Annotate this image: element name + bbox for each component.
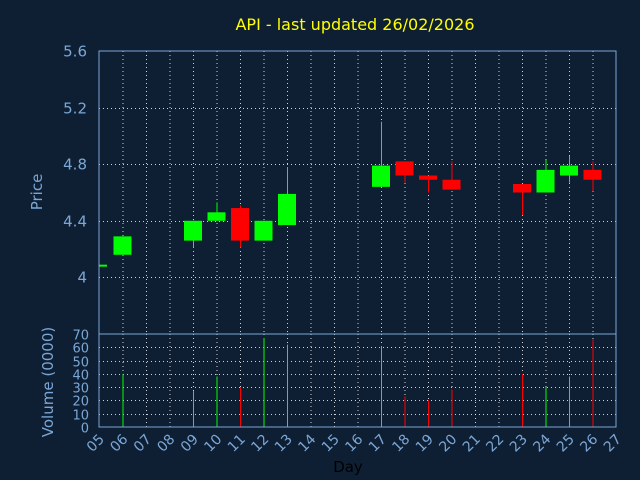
volume-bars	[122, 337, 594, 427]
price-tick-label: 5.2	[63, 100, 87, 118]
volume-tick-label: 70	[72, 329, 89, 344]
day-tick-label: 12	[248, 432, 272, 456]
candle-body	[184, 220, 202, 241]
chart-title: API - last updated 26/02/2026	[235, 15, 474, 34]
price-candles	[99, 121, 602, 267]
day-tick-label: 22	[483, 432, 507, 456]
volume-tick-label: 40	[72, 369, 89, 384]
day-tick-label: 16	[342, 431, 366, 455]
day-tick-label: 07	[131, 432, 155, 456]
volume-tick-label: 30	[72, 382, 89, 397]
price-axis-ticks: 4 4.4 4.8 5.2 5.6	[63, 43, 87, 287]
volume-tick-label: 10	[72, 409, 89, 424]
volume-grid	[99, 334, 616, 427]
candle-body	[254, 220, 273, 241]
price-tick-label: 4	[77, 269, 87, 287]
day-tick-label: 21	[460, 432, 484, 456]
day-axis-ticks: 05 06 07 08 09 10 11 12 13 14 15 16 17 18 19 20 21 22 23 24…	[84, 431, 625, 455]
price-tick-label: 4.8	[63, 156, 87, 174]
day-tick-label: 23	[507, 432, 531, 456]
day-tick-label: 13	[272, 432, 296, 456]
candle-body	[513, 184, 531, 193]
price-tick-label: 4.4	[63, 213, 87, 231]
day-tick-label: 08	[154, 432, 178, 456]
day-tick-label: 18	[389, 432, 413, 456]
candle-body	[560, 165, 578, 176]
price-tick-label: 5.6	[63, 43, 87, 61]
volume-plot-frame	[98, 333, 617, 428]
day-tick-label: 24	[530, 431, 554, 455]
day-tick-label: 25	[554, 432, 578, 456]
day-tick-label: 26	[577, 431, 601, 455]
candle-body	[372, 165, 390, 187]
day-tick-label: 11	[225, 432, 249, 456]
candle-body	[419, 175, 437, 180]
candle-body	[583, 169, 602, 180]
day-tick-label: 19	[413, 432, 437, 456]
day-tick-label: 06	[107, 431, 131, 455]
volume-tick-label: 60	[72, 342, 89, 357]
volume-tick-label: 50	[72, 356, 89, 371]
volume-tick-label: 0	[81, 422, 89, 437]
candle-body	[536, 169, 555, 193]
day-axis-label: Day	[333, 458, 363, 476]
candle-body	[395, 161, 414, 176]
day-tick-label: 17	[366, 432, 390, 456]
candle-body	[99, 264, 107, 267]
volume-axis-label: Volume (0000)	[39, 327, 57, 437]
day-tick-label: 15	[319, 432, 343, 456]
candle-body	[113, 236, 132, 255]
price-axis-label: Price	[28, 174, 46, 211]
day-tick-label: 20	[436, 432, 460, 456]
volume-tick-label: 20	[72, 395, 89, 410]
day-tick-label: 10	[201, 432, 225, 456]
candle-body	[207, 212, 226, 221]
day-tick-label: 27	[601, 432, 625, 456]
candle-body	[442, 179, 461, 190]
candle-body	[278, 193, 296, 226]
candle-body	[231, 208, 249, 241]
day-tick-label: 09	[178, 432, 202, 456]
day-tick-label: 14	[295, 431, 319, 455]
